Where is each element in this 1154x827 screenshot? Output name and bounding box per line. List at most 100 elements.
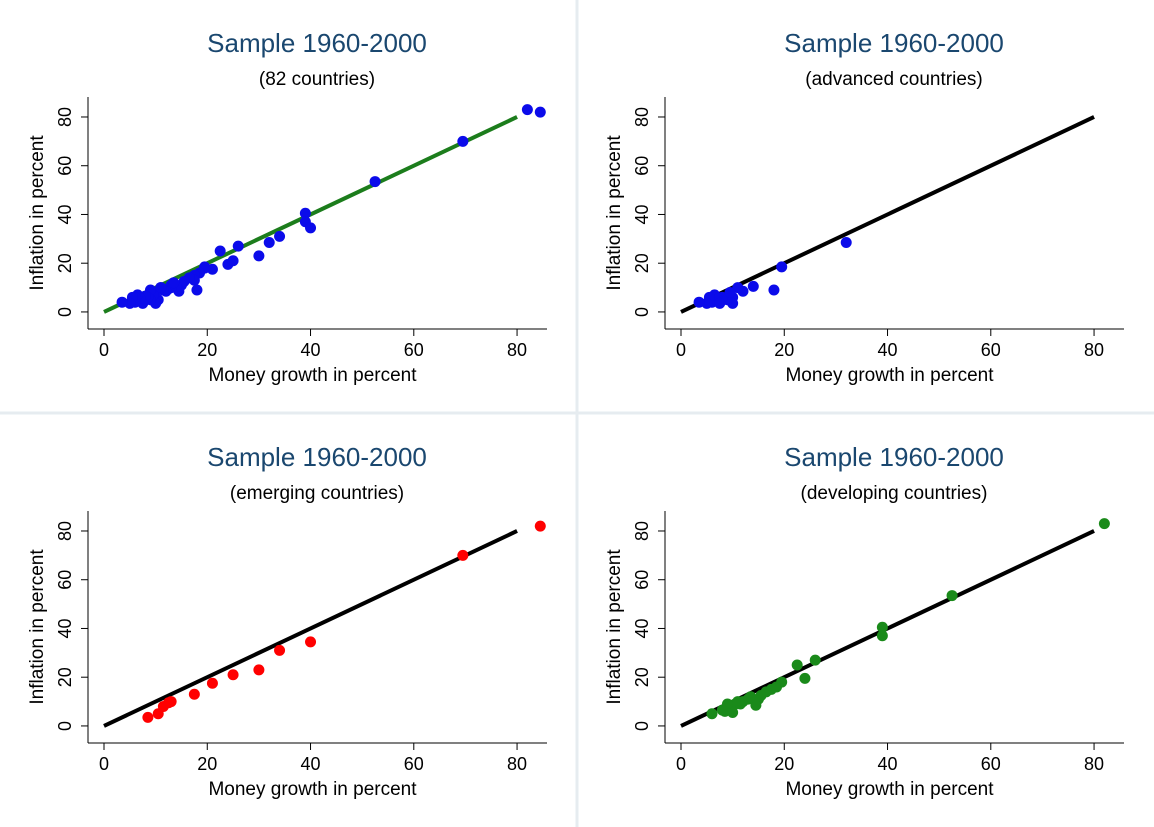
x-tick-label: 60 (981, 754, 1001, 774)
y-axis-label: Inflation in percent (27, 549, 48, 705)
x-axis-label: Money growth in percent (208, 365, 417, 386)
scatter-point (263, 236, 275, 248)
scatter-point (521, 104, 533, 116)
scatter-point (274, 230, 286, 242)
scatter-point (534, 520, 546, 532)
y-tick-label: 20 (55, 253, 75, 273)
y-tick-label: 60 (632, 570, 652, 590)
reference-line (103, 529, 518, 728)
panel-title: Sample 1960-2000 (207, 442, 427, 472)
scatter-point (457, 135, 469, 147)
y-tick-label: 0 (632, 307, 652, 317)
x-tick-label: 80 (507, 754, 527, 774)
scatter-point (809, 654, 821, 666)
scatter-point (253, 250, 265, 262)
x-tick-label: 80 (1084, 340, 1104, 360)
x-axis-label: Money growth in percent (785, 779, 994, 800)
y-tick-label: 20 (632, 667, 652, 687)
y-tick-label: 20 (632, 253, 652, 273)
y-tick-label: 60 (55, 570, 75, 590)
x-tick-label: 0 (676, 754, 686, 774)
scatter-point (750, 699, 762, 711)
x-tick-label: 0 (99, 754, 109, 774)
scatter-point (457, 549, 469, 561)
scatter-point (776, 261, 788, 273)
scatter-point (840, 236, 852, 248)
scatter-point (305, 636, 317, 648)
scatter-point (1098, 518, 1110, 530)
scatter-point (116, 296, 128, 308)
x-axis-label: Money growth in percent (785, 365, 994, 386)
panel-subtitle: (82 countries) (259, 69, 375, 90)
panel-title: Sample 1960-2000 (207, 28, 427, 58)
panel-title: Sample 1960-2000 (784, 442, 1004, 472)
scatter-point (745, 691, 757, 703)
x-tick-label: 0 (676, 340, 686, 360)
scatter-point (799, 672, 811, 684)
y-tick-label: 80 (632, 107, 652, 127)
reference-line (680, 115, 1095, 314)
scatter-point (369, 176, 381, 188)
panel: Sample 1960-2000 (developing countries) 0 2… (604, 442, 1124, 800)
scatter-point (876, 621, 888, 633)
y-tick-label: 80 (55, 521, 75, 541)
scatter-point (232, 240, 244, 252)
scatter-point (227, 255, 239, 267)
y-tick-label: 40 (632, 204, 652, 224)
y-axis-label: Inflation in percent (604, 549, 625, 705)
scatter-point (168, 277, 180, 289)
x-tick-label: 20 (197, 754, 217, 774)
scatter-point (299, 207, 311, 219)
y-tick-label: 0 (55, 307, 75, 317)
x-tick-label: 40 (301, 340, 321, 360)
y-tick-label: 0 (55, 721, 75, 731)
scatter-point (732, 696, 744, 708)
y-tick-label: 80 (632, 521, 652, 541)
y-tick-label: 40 (55, 618, 75, 638)
scatter-point (791, 659, 803, 671)
panel-subtitle: (emerging countries) (230, 483, 404, 504)
x-tick-label: 0 (99, 340, 109, 360)
y-tick-label: 80 (55, 107, 75, 127)
x-axis-label: Money growth in percent (208, 779, 417, 800)
scatter-point (706, 708, 718, 720)
panel: Sample 1960-2000 (82 countries) 0 20 40 60 80 0… (27, 28, 547, 386)
x-tick-label: 60 (981, 340, 1001, 360)
scatter-point (716, 704, 728, 716)
x-tick-label: 20 (197, 340, 217, 360)
scatter-point (155, 282, 167, 294)
panel-subtitle: (developing countries) (801, 483, 988, 504)
scatter-point (768, 284, 780, 296)
y-tick-label: 60 (55, 156, 75, 176)
scatter-point (693, 296, 705, 308)
scatter-point (724, 286, 736, 298)
scatter-point (305, 222, 317, 234)
y-axis-label: Inflation in percent (604, 135, 625, 291)
y-tick-label: 0 (632, 721, 652, 731)
scatter-point (227, 669, 239, 681)
y-axis-label: Inflation in percent (27, 135, 48, 291)
panel: Sample 1960-2000 (emerging countries) 0 20 4… (27, 442, 547, 800)
x-tick-label: 80 (507, 340, 527, 360)
y-tick-label: 20 (55, 667, 75, 687)
panel-subtitle: (advanced countries) (805, 69, 982, 90)
scatter-point (191, 284, 203, 296)
x-tick-label: 20 (774, 340, 794, 360)
y-tick-label: 40 (55, 204, 75, 224)
scatter-point (152, 708, 164, 720)
x-tick-label: 40 (301, 754, 321, 774)
scatter-point (876, 630, 888, 642)
scatter-point (747, 280, 759, 292)
x-tick-label: 40 (878, 340, 898, 360)
y-tick-label: 40 (632, 618, 652, 638)
scatter-point (214, 245, 226, 257)
scatter-point (188, 688, 200, 700)
panel: Sample 1960-2000 (advanced countries) 0 20 4… (604, 28, 1124, 386)
x-tick-label: 60 (404, 754, 424, 774)
scatter-point (142, 711, 154, 723)
scatter-point (206, 677, 218, 689)
x-tick-label: 60 (404, 340, 424, 360)
x-tick-label: 20 (774, 754, 794, 774)
scatter-point (534, 106, 546, 118)
